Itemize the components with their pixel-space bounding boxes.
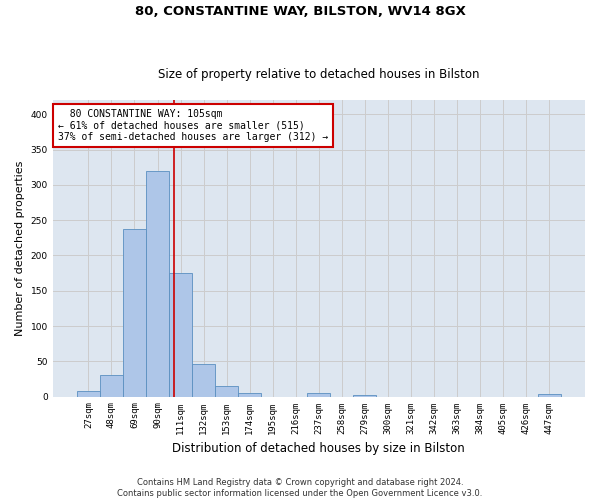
Title: Size of property relative to detached houses in Bilston: Size of property relative to detached ho… <box>158 68 479 81</box>
Text: 80 CONSTANTINE WAY: 105sqm
← 61% of detached houses are smaller (515)
37% of sem: 80 CONSTANTINE WAY: 105sqm ← 61% of deta… <box>58 109 328 142</box>
Bar <box>353 395 376 396</box>
Text: Contains HM Land Registry data © Crown copyright and database right 2024.
Contai: Contains HM Land Registry data © Crown c… <box>118 478 482 498</box>
Bar <box>192 364 215 396</box>
Y-axis label: Number of detached properties: Number of detached properties <box>15 160 25 336</box>
Bar <box>238 393 261 396</box>
Bar <box>215 386 238 396</box>
Bar <box>77 391 100 396</box>
Bar <box>169 273 192 396</box>
Bar <box>123 230 146 396</box>
Bar <box>100 374 123 396</box>
X-axis label: Distribution of detached houses by size in Bilston: Distribution of detached houses by size … <box>172 442 465 455</box>
Bar <box>538 394 561 396</box>
Text: 80, CONSTANTINE WAY, BILSTON, WV14 8GX: 80, CONSTANTINE WAY, BILSTON, WV14 8GX <box>134 5 466 18</box>
Bar <box>146 172 169 396</box>
Bar <box>307 393 331 396</box>
